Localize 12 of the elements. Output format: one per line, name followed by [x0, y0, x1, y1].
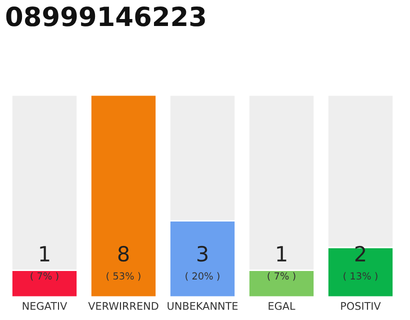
x-tick-label: POSITIV [341, 302, 381, 310]
x-tick-label: VERWIRREND [88, 302, 158, 310]
data-label: 8 ( 53% ) [106, 246, 140, 281]
data-label: 1 ( 7% ) [268, 246, 296, 281]
data-label: 3 ( 20% ) [186, 246, 220, 281]
x-tick-label: UNBEKANNTE [168, 302, 238, 310]
data-label: 1 ( 7% ) [30, 246, 58, 281]
chart-title: 08999146223 [6, 6, 205, 26]
data-label: 2 ( 13% ) [344, 246, 378, 281]
x-tick-label: EGAL [268, 302, 296, 310]
bar [90, 95, 157, 297]
x-tick-label: NEGATIV [22, 302, 68, 310]
